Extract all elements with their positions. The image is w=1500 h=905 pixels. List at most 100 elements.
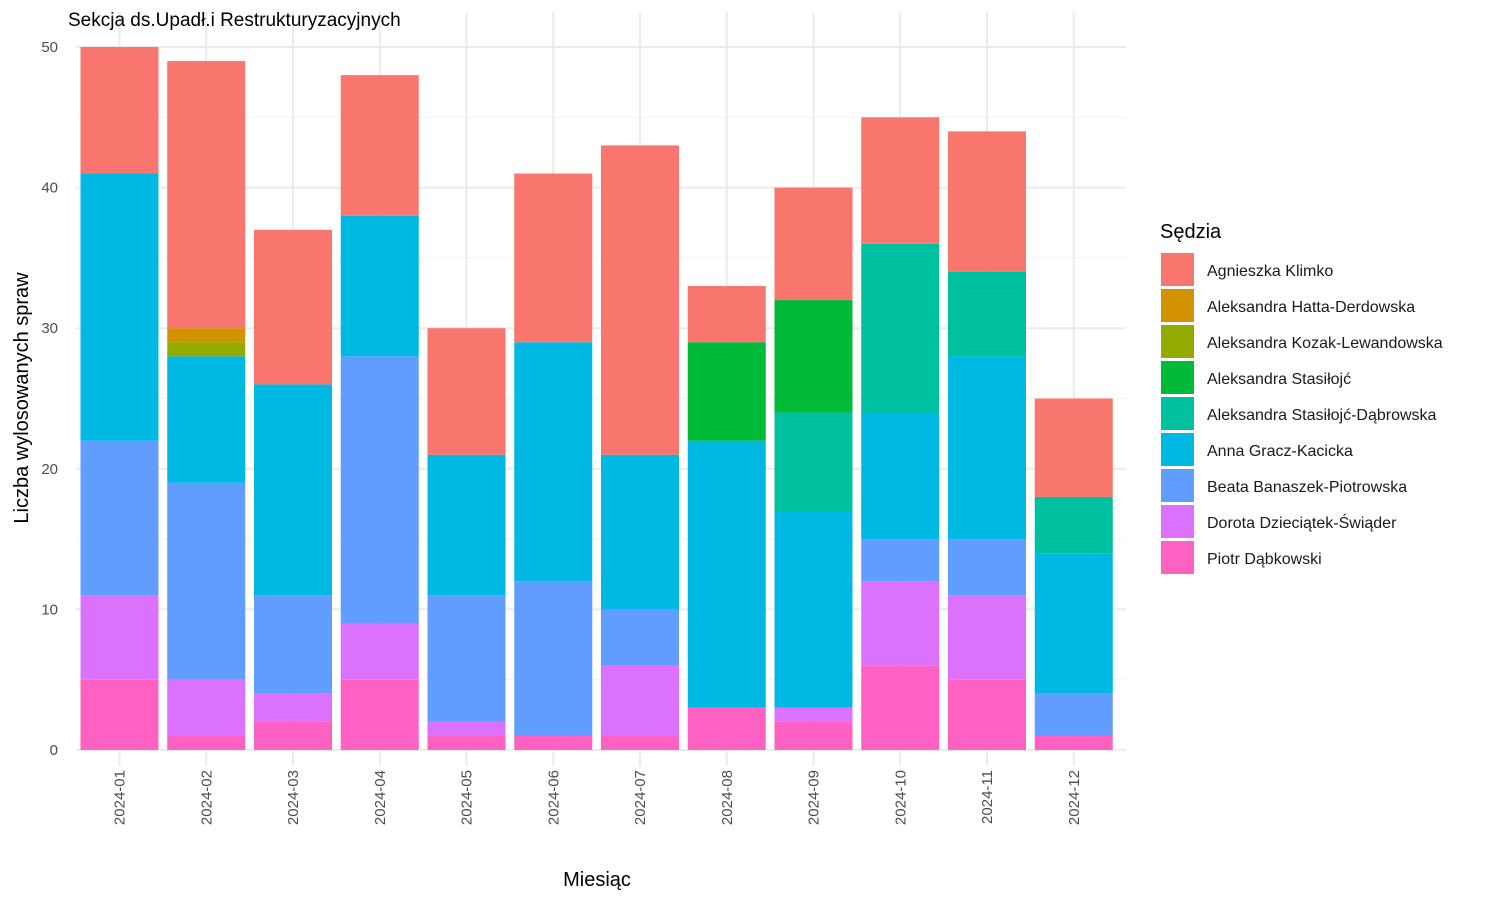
bar-segment xyxy=(774,300,853,413)
bar-segment xyxy=(254,693,332,722)
bar-segment xyxy=(167,328,246,343)
bar-segment xyxy=(80,47,159,174)
bar-segment xyxy=(601,454,679,610)
legend-key xyxy=(1161,433,1194,466)
legend-label: Aleksandra Stasiłojć-Dąbrowska xyxy=(1207,407,1437,424)
x-tick-label: 2024-09 xyxy=(806,770,823,825)
bar-segment xyxy=(861,117,940,244)
bar-segment xyxy=(774,721,853,750)
bar-segment xyxy=(687,342,766,441)
x-tick-label: 2024-03 xyxy=(285,770,302,825)
y-tick-label: 20 xyxy=(41,461,58,478)
bar-segment xyxy=(601,609,679,666)
bar-segment xyxy=(1034,398,1113,497)
bar-segment xyxy=(687,707,766,750)
legend-key xyxy=(1161,325,1194,358)
legend-label: Aleksandra Stasiłojć xyxy=(1207,371,1351,388)
x-tick-label: 2024-12 xyxy=(1066,770,1083,825)
legend-key xyxy=(1161,289,1194,322)
bar-segment xyxy=(861,539,940,582)
bar-segment xyxy=(948,271,1026,357)
bar-segment xyxy=(948,595,1026,680)
bar-segment xyxy=(601,735,679,750)
bar-segment xyxy=(687,286,766,343)
y-tick-label: 40 xyxy=(41,180,58,197)
bar-segment xyxy=(340,679,419,750)
bar-segment xyxy=(167,61,246,329)
legend-key xyxy=(1161,253,1194,286)
x-axis-title: Miesiąc xyxy=(563,869,631,891)
x-tick-label: 2024-11 xyxy=(979,770,996,824)
bar-segment xyxy=(514,173,593,343)
bar-segment xyxy=(167,482,246,680)
bar-segment xyxy=(80,173,159,441)
bar-segment xyxy=(948,131,1026,272)
bar-segment xyxy=(340,623,419,680)
bar-segment xyxy=(774,187,853,301)
bar-segment xyxy=(254,229,332,385)
bar-segment xyxy=(167,356,246,483)
legend-label: Aleksandra Kozak-Lewandowska xyxy=(1207,335,1443,352)
bar-segment xyxy=(1034,496,1113,554)
bar-segment xyxy=(1034,735,1113,750)
x-tick-label: 2024-04 xyxy=(372,770,389,825)
bar-segment xyxy=(340,75,419,216)
legend-key xyxy=(1161,397,1194,430)
bar-segment xyxy=(861,243,940,413)
legend-label: Beata Banaszek-Piotrowska xyxy=(1207,479,1407,496)
bar-segment xyxy=(601,145,679,455)
bar-segment xyxy=(948,679,1026,750)
y-axis-title: Liczba wylosowanych spraw xyxy=(11,272,33,524)
bar-segment xyxy=(861,412,940,540)
legend-key xyxy=(1161,361,1194,394)
bar-segment xyxy=(948,356,1026,540)
bar-segment xyxy=(601,665,679,736)
bar-segment xyxy=(687,440,766,708)
bar-segment xyxy=(254,384,332,596)
bar-segment xyxy=(1034,553,1113,694)
y-tick-label: 50 xyxy=(41,39,58,56)
bar-segment xyxy=(340,215,419,357)
x-tick-label: 2024-01 xyxy=(112,770,129,825)
bar-segment xyxy=(861,665,940,750)
bar-segment xyxy=(427,721,506,736)
legend: Sędzia Agnieszka Klimko Aleksandra Hatta-… xyxy=(1160,221,1443,574)
chart-title: Sekcja ds.Upadł.i Restrukturyzacyjnych xyxy=(68,10,401,31)
legend-label: Agnieszka Klimko xyxy=(1207,263,1333,280)
x-tick-label: 2024-02 xyxy=(198,770,215,825)
bar-segment xyxy=(774,707,853,722)
legend-label: Piotr Dąbkowski xyxy=(1207,551,1322,568)
x-tick-label: 2024-10 xyxy=(892,770,909,825)
legend-label: Anna Gracz-Kacicka xyxy=(1207,443,1353,460)
bar-segment xyxy=(774,510,853,708)
x-tick-label: 2024-05 xyxy=(459,770,476,825)
bar-segment xyxy=(514,735,593,750)
bar-segment xyxy=(427,454,506,596)
legend-label: Aleksandra Hatta-Derdowska xyxy=(1207,299,1415,316)
bar-segment xyxy=(861,581,940,666)
x-tick-label: 2024-07 xyxy=(632,770,649,825)
bar-segment xyxy=(80,679,159,750)
bar-segment xyxy=(340,356,419,624)
bar-segment xyxy=(80,595,159,680)
bar-segment xyxy=(948,539,1026,596)
legend-key xyxy=(1161,541,1194,574)
bar-segment xyxy=(167,342,246,357)
bar-segment xyxy=(167,735,246,750)
bar-segment xyxy=(427,595,506,722)
bar-segment xyxy=(254,721,332,750)
bar-segment xyxy=(254,595,332,694)
bar-segment xyxy=(427,328,506,455)
x-tick-label: 2024-06 xyxy=(545,770,562,825)
y-tick-label: 0 xyxy=(50,742,58,759)
bar-segment xyxy=(514,581,593,736)
bar-segment xyxy=(427,735,506,750)
x-axis-ticks: 2024-01 2024-02 2024-03 2024-04 2024-05 2024-… xyxy=(112,770,1083,825)
y-tick-label: 30 xyxy=(41,320,58,337)
bar-segment xyxy=(80,440,159,596)
x-tick-label: 2024-08 xyxy=(719,770,736,825)
bar-segment xyxy=(774,412,853,511)
y-axis-ticks: 0 10 20 30 40 50 xyxy=(41,39,58,759)
